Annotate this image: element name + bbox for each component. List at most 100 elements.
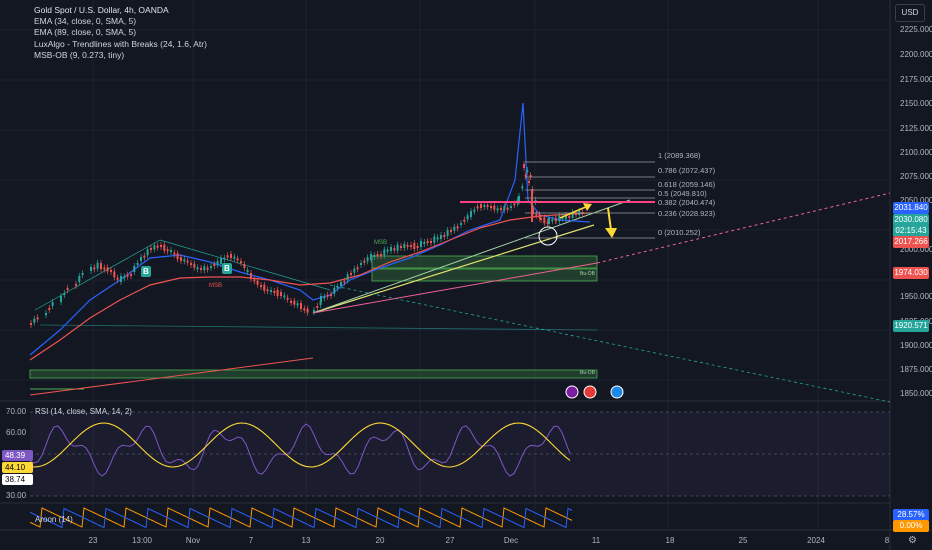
fib-level-0618: 0.618 (2059.146) [658,180,716,189]
candle [440,235,442,239]
candle [506,207,509,210]
candle [236,258,239,261]
candle [126,274,129,277]
candle [430,241,432,243]
fib-level-1: 1 (2089.368) [658,151,701,160]
aroon-badge-down: 28.57% [893,509,929,521]
candle [390,247,392,251]
candle [120,276,122,282]
indicator-ema89[interactable]: EMA (89, close, 0, SMA, 5) [34,27,137,38]
candle [280,292,282,296]
candle [290,301,292,303]
candle [156,245,159,248]
candle [353,268,356,273]
chart-legend: Gold Spot / U.S. Dollar, 4h, OANDA EMA (… [34,5,207,61]
price-tick: 1850.000 [900,389,932,398]
time-tick: 20 [375,536,385,545]
aroon-label[interactable]: Aroon (14) [35,515,73,524]
candle [270,290,272,292]
candle [473,209,476,212]
price-tick: 2175.000 [900,75,932,84]
rsi-badge-value: 48.39 [2,450,33,461]
candle [528,181,530,183]
candle [93,267,96,270]
candle [190,263,192,265]
candle [283,295,286,298]
candle [373,255,376,257]
candle [446,230,449,236]
price-tick: 1900.000 [900,341,932,350]
indicator-ema34[interactable]: EMA (34, close, 0, SMA, 5) [34,16,137,27]
candle [136,263,139,265]
candle [503,206,506,211]
price-badge-current: 2031.840 [893,202,929,214]
candle [260,285,262,287]
candle [276,290,279,296]
candle [113,271,116,278]
candle [486,205,489,207]
candle [81,273,84,275]
fib-level-0: 0 (2010.252) [658,228,701,237]
candle [216,261,219,265]
candle [110,270,112,272]
candle [203,266,206,271]
candle [423,242,426,244]
candle [200,268,202,270]
candle [393,248,396,251]
price-tick: 2000.000 [900,245,932,254]
candle [360,263,362,265]
candle [380,254,382,256]
candle [466,215,469,220]
ob-label: Bu-OB [580,370,596,376]
candle [538,214,541,219]
candle [410,245,412,247]
candle [450,230,452,232]
candle [173,252,176,255]
candle [480,204,482,208]
candle [66,288,69,290]
time-tick: 23 [88,536,98,545]
candle [518,196,520,202]
price-tick: 2150.000 [900,99,932,108]
candle [396,244,399,251]
time-tick: 7 [248,536,254,545]
chart-title: Gold Spot / U.S. Dollar, 4h, OANDA [34,5,169,15]
candle [146,249,149,256]
indicator-msb-ob[interactable]: MSB-OB (9, 0.273, tiny) [34,49,125,60]
gear-icon[interactable]: ⚙ [908,535,917,546]
candle [386,249,389,252]
candle [323,296,326,299]
candle [433,236,436,243]
rsi-label[interactable]: RSI (14, close, SMA, 14, 2) [35,407,132,416]
candle [78,276,81,282]
candle [233,256,236,259]
fib-level-0236: 0.236 (2028.923) [658,209,716,218]
candle [476,206,479,209]
price-tick: 2075.000 [900,172,932,181]
fib-level-0786: 0.786 (2072.437) [658,166,716,175]
candle [150,248,152,250]
candle [565,215,567,219]
candle [103,267,106,270]
candle [170,250,172,252]
candle [153,245,156,250]
candle [306,308,309,313]
fib-level-0382: 0.382 (2040.474) [658,198,716,207]
candle [340,282,342,286]
currency-button[interactable]: USD [895,4,925,22]
candle [296,303,299,306]
candle [529,175,532,177]
candle [463,219,466,222]
candle [253,279,256,282]
time-tick: 13 [301,536,311,545]
candle [333,287,336,294]
candle [493,205,496,210]
candle [470,211,472,217]
candle [96,262,99,269]
price-tick: 2225.000 [900,25,932,34]
time-tick: 25 [738,536,748,545]
candle [266,289,269,292]
candle [575,213,577,215]
indicator-luxalgo[interactable]: LuxAlgo - Trendlines with Breaks (24, 1.… [34,38,207,49]
